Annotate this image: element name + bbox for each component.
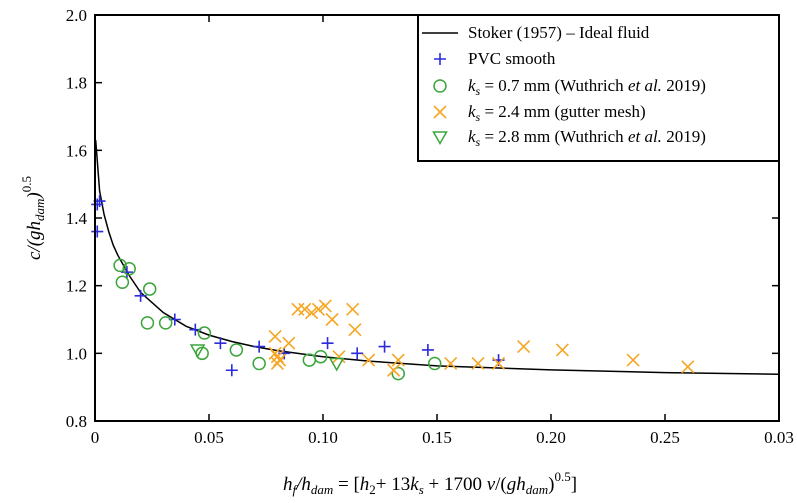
- y-tick-label: 1.6: [66, 141, 87, 160]
- y-tick-label: 1.4: [66, 209, 88, 228]
- x-axis-label: hf/hdam = [h2+ 13ks + 1700 ν/(ghdam)0.5]: [283, 469, 577, 497]
- series-4-point-0: [189, 344, 206, 358]
- series-2-point-2: [115, 275, 130, 290]
- legend-label: PVC smooth: [468, 49, 556, 68]
- series-1-point-14: [421, 343, 434, 356]
- y-tick-label: 1.0: [66, 344, 87, 363]
- series-2-point-0: [113, 258, 127, 273]
- legend-box: [417, 14, 780, 162]
- x-tick-label: 0: [91, 428, 100, 447]
- legend-label: ks = 2.8 mm (Wuthrich et al. 2019): [468, 127, 706, 149]
- legend-marker-2: [433, 79, 447, 93]
- series-3-point-4: [273, 353, 287, 367]
- series-3-point-11: [325, 312, 339, 327]
- legend-label: ks = 0.7 mm (Wuthrich et al. 2019): [468, 76, 706, 98]
- y-axis-label: c/(ghdam)0.5: [19, 176, 47, 260]
- series-2-point-13: [427, 356, 442, 371]
- series-3-point-10: [318, 299, 332, 313]
- y-tick-label: 2.0: [66, 6, 87, 25]
- series-3-point-9: [311, 302, 326, 316]
- x-tick-label: 0.10: [308, 428, 338, 447]
- series-2-point-8: [229, 343, 244, 357]
- series-3-point-17: [387, 363, 401, 377]
- legend-marker-3: [433, 105, 447, 119]
- series-1-point-13: [378, 340, 391, 353]
- series-3-point-18: [444, 356, 458, 371]
- series-2-point-5: [158, 316, 173, 330]
- series-1-point-7: [214, 337, 227, 350]
- y-tick-label: 0.8: [66, 412, 87, 431]
- series-2-point-10: [302, 353, 317, 367]
- series-3-point-16: [391, 353, 405, 367]
- series-2-point-4: [140, 316, 155, 330]
- y-tick-label: 1.8: [66, 74, 87, 93]
- series-3-point-20: [491, 356, 506, 371]
- x-tick-label: 0.20: [536, 428, 566, 447]
- series-1-point-12: [351, 347, 364, 360]
- x-tick-label: 0.25: [650, 428, 680, 447]
- series-3-point-13: [346, 302, 360, 316]
- stoker-curve: [94, 140, 780, 376]
- series-3-point-19: [471, 356, 485, 371]
- series-1-point-2: [91, 225, 104, 238]
- legend-label: Stoker (1957) – Ideal fluid: [468, 23, 650, 42]
- series-1-point-3: [120, 266, 133, 279]
- series-3-point-8: [305, 306, 319, 320]
- series-2-point-6: [197, 326, 212, 340]
- series-2-point-3: [142, 282, 157, 296]
- series-1-point-8: [225, 364, 238, 377]
- series-3-point-7: [298, 302, 312, 316]
- legend-label: ks = 2.4 mm (gutter mesh): [468, 102, 646, 124]
- legend-marker-4: [432, 131, 448, 146]
- series-3-point-14: [348, 323, 362, 337]
- series-3-point-24: [681, 360, 695, 374]
- x-tick-label: 0.05: [194, 428, 224, 447]
- tick-labels: 0 0.05 0.10 0.15 0.20 0.25 0.03 0.8 1.0 1.2 1.4 1.6…: [66, 6, 794, 447]
- series-4-point-1: [328, 357, 345, 372]
- x-tick-label: 0.15: [422, 428, 452, 447]
- legend: Stoker (1957) – Ideal fluid PVC smooth ks …: [417, 14, 780, 162]
- series-3-point-22: [555, 343, 569, 357]
- series-1-point-4: [134, 289, 147, 302]
- series-2-point-11: [313, 349, 328, 364]
- x-tick-label: 0.03: [764, 428, 794, 447]
- series-1-point-11: [321, 337, 334, 350]
- series-3-point-5: [282, 336, 296, 350]
- legend-marker-1: [434, 53, 446, 65]
- series-3-point-12: [332, 350, 346, 364]
- series-3-point-6: [291, 302, 305, 316]
- series-2-point-1: [122, 262, 136, 276]
- plot-marks: [91, 140, 780, 381]
- series-2-point-9: [252, 356, 266, 371]
- series-1-point-9: [253, 340, 266, 353]
- series-3-point-23: [626, 353, 640, 367]
- series-3-point-21: [517, 340, 531, 354]
- y-tick-label: 1.2: [66, 277, 87, 296]
- series-2-point-12: [391, 366, 405, 381]
- series-3-point-15: [362, 353, 376, 367]
- series-3-point-0: [268, 329, 282, 343]
